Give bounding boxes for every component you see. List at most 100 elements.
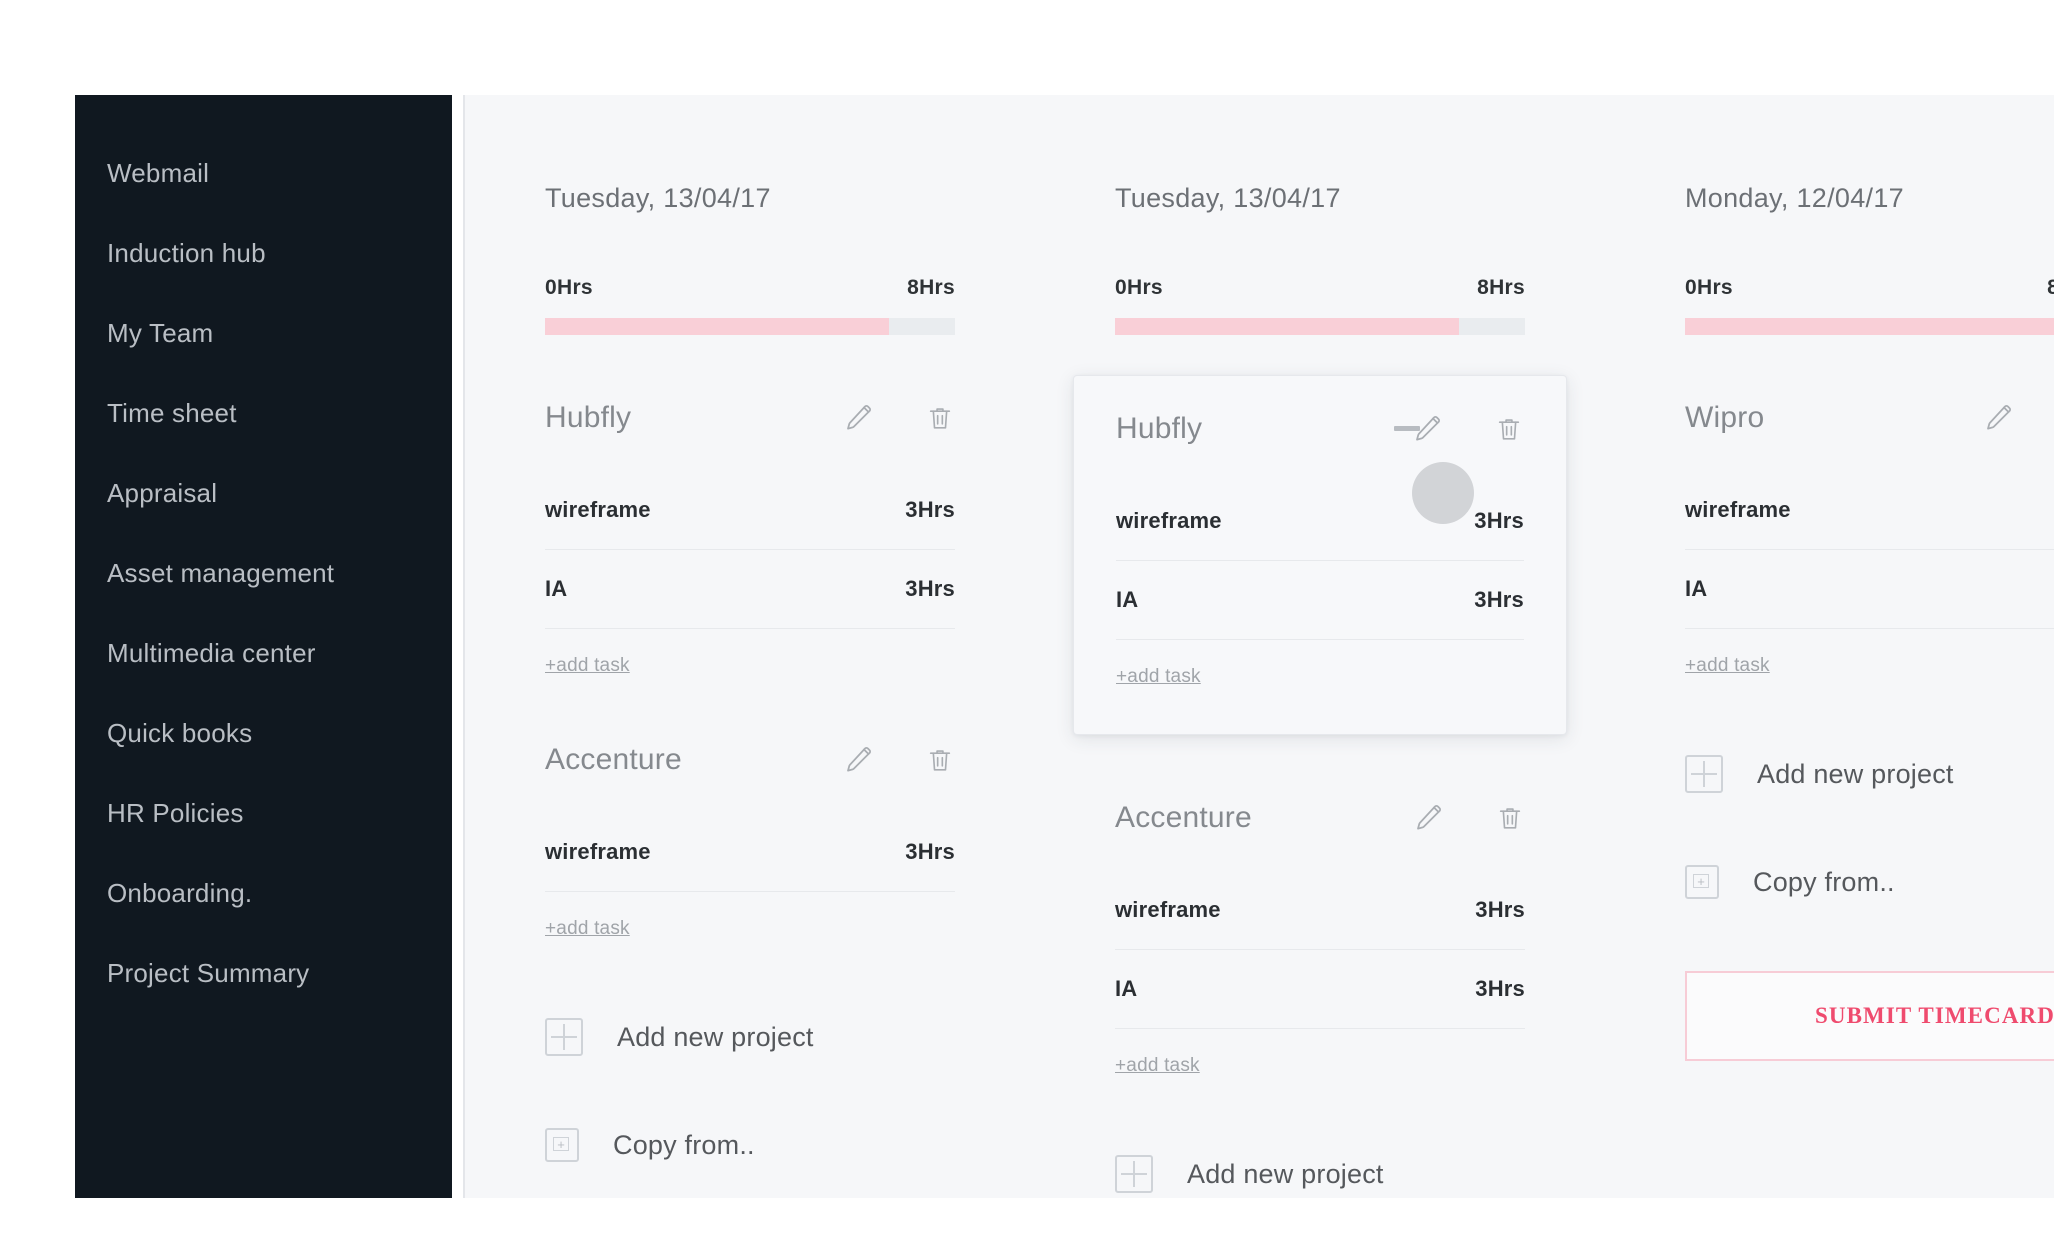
project-name: Hubfly <box>1116 412 1203 445</box>
task-hours: 3Hrs <box>905 839 955 864</box>
task-name: IA <box>545 576 568 601</box>
hours-max-label: 8Hrs <box>907 276 955 299</box>
add-task-link[interactable]: +add task <box>545 918 630 939</box>
task-separator <box>1115 949 1525 950</box>
task-name: IA <box>1685 576 1708 601</box>
sidebar-item-label: Induction hub <box>107 238 266 268</box>
task-separator <box>545 628 955 629</box>
task-row[interactable]: IA 3Hrs <box>545 550 955 628</box>
copy-from-button[interactable]: + Copy from.. <box>1685 865 2054 899</box>
project-header: Hubfly <box>545 401 955 435</box>
project-name: Accenture <box>545 743 682 776</box>
submit-timecard-button[interactable]: SUBMIT TIMECARD <box>1685 971 2054 1061</box>
project-actions <box>843 745 955 775</box>
sidebar-item-time-sheet[interactable]: Time sheet <box>75 373 452 453</box>
sidebar-item-induction-hub[interactable]: Induction hub <box>75 213 452 293</box>
day-date-header: Monday, 12/04/17 <box>1685 183 1904 213</box>
day-column: Tuesday, 13/04/17 0Hrs 8Hrs Hubfly wireframe… <box>465 95 1035 1198</box>
project-card: Accenture wireframe 3Hrs IA 3Hrs +add task <box>1115 801 1525 1077</box>
sidebar-item-webmail[interactable]: Webmail <box>75 133 452 213</box>
delete-trash-icon[interactable] <box>925 403 955 433</box>
add-new-project-label: Add new project <box>1757 758 1954 789</box>
add-new-project-button[interactable]: Add new project <box>1115 1155 1525 1193</box>
edit-pencil-icon[interactable] <box>843 403 873 433</box>
task-name: wireframe <box>545 839 651 864</box>
hours-range-row: 0Hrs 8Hrs <box>1115 276 1525 300</box>
sidebar-item-label: Asset management <box>107 558 335 588</box>
task-hours: 3Hrs <box>905 576 955 601</box>
day-column-inner: Tuesday, 13/04/17 0Hrs 8Hrs Hubfly wireframe… <box>465 183 1035 1162</box>
task-hours: 3Hrs <box>1475 976 1525 1001</box>
cursor-dash-artifact <box>1394 426 1420 431</box>
task-separator <box>1115 1028 1525 1029</box>
hours-progress-bar <box>1685 318 2054 335</box>
edit-pencil-icon[interactable] <box>1413 803 1443 833</box>
project-header: Wipro <box>1685 401 2054 435</box>
task-separator <box>1116 639 1524 640</box>
edit-pencil-icon[interactable] <box>1983 403 2013 433</box>
sidebar-item-my-team[interactable]: My Team <box>75 293 452 373</box>
copy-plus-glyph: + <box>1693 874 1709 888</box>
add-new-project-button[interactable]: Add new project <box>1685 755 2054 793</box>
sidebar-item-label: Project Summary <box>107 958 310 988</box>
add-task-link[interactable]: +add task <box>1685 655 1770 676</box>
sidebar-item-label: Webmail <box>107 158 210 188</box>
task-row[interactable]: wireframe 3Hrs <box>1116 482 1524 560</box>
delete-trash-icon[interactable] <box>1494 414 1524 444</box>
hours-min-label: 0Hrs <box>1685 276 1733 299</box>
sidebar-item-project-summary[interactable]: Project Summary <box>75 933 452 1013</box>
task-name: IA <box>1116 587 1139 612</box>
copy-square-icon: + <box>1685 865 1719 899</box>
sidebar-item-multimedia-center[interactable]: Multimedia center <box>75 613 452 693</box>
day-column-inner: Tuesday, 13/04/17 0Hrs 8Hrs Hubfly wireframe… <box>1035 183 1605 1193</box>
hours-progress-fill <box>545 318 890 335</box>
column-actions: Add new project + Copy from.. SUBMIT TIMECA… <box>1685 755 2054 1061</box>
sidebar-item-label: Onboarding. <box>107 878 253 908</box>
hours-range-row: 0Hrs 8Hrs <box>545 276 955 300</box>
task-separator <box>545 891 955 892</box>
task-row[interactable]: IA 3Hrs <box>1116 561 1524 639</box>
task-row[interactable]: wireframe <box>1685 471 2054 549</box>
task-name: wireframe <box>1116 508 1222 533</box>
project-header: Accenture <box>545 743 955 777</box>
add-new-project-button[interactable]: Add new project <box>545 1018 955 1056</box>
hours-min-label: 0Hrs <box>1115 276 1163 299</box>
sidebar-item-label: My Team <box>107 318 214 348</box>
project-actions <box>1394 414 1524 444</box>
task-row[interactable]: wireframe 3Hrs <box>1115 871 1525 949</box>
sidebar-item-onboarding[interactable]: Onboarding. <box>75 853 452 933</box>
task-name: wireframe <box>1685 497 1791 522</box>
main-panel: Tuesday, 13/04/17 0Hrs 8Hrs Hubfly wireframe… <box>463 95 2054 1198</box>
edit-pencil-icon[interactable] <box>843 745 873 775</box>
sidebar-item-label: HR Policies <box>107 798 244 828</box>
task-row[interactable]: IA 3Hrs <box>1115 950 1525 1028</box>
task-row[interactable]: IA <box>1685 550 2054 628</box>
add-task-link[interactable]: +add task <box>545 655 630 676</box>
delete-trash-icon[interactable] <box>925 745 955 775</box>
sidebar-nav: Webmail Induction hub My Team Time sheet App… <box>75 95 452 1198</box>
project-card: Wipro wireframe IA +add task <box>1685 401 2054 677</box>
task-hours: 3Hrs <box>1474 587 1524 612</box>
task-separator <box>1685 549 2054 550</box>
hours-progress-bar <box>1115 318 1525 335</box>
sidebar-item-asset-management[interactable]: Asset management <box>75 533 452 613</box>
delete-trash-icon[interactable] <box>1495 803 1525 833</box>
project-header: Accenture <box>1115 801 1525 835</box>
add-task-link[interactable]: +add task <box>1116 666 1201 687</box>
add-new-project-label: Add new project <box>617 1021 814 1052</box>
sidebar-item-quick-books[interactable]: Quick books <box>75 693 452 773</box>
task-row[interactable]: wireframe 3Hrs <box>545 813 955 891</box>
edit-pencil-icon[interactable] <box>1412 414 1442 444</box>
copy-from-label: Copy from.. <box>1753 866 1895 897</box>
sidebar-item-hr-policies[interactable]: HR Policies <box>75 773 452 853</box>
sidebar-item-appraisal[interactable]: Appraisal <box>75 453 452 533</box>
task-hours: 3Hrs <box>1474 508 1524 533</box>
project-actions <box>1983 403 2054 433</box>
task-separator <box>1116 560 1524 561</box>
add-task-link[interactable]: +add task <box>1115 1055 1200 1076</box>
sidebar-item-label: Time sheet <box>107 398 237 428</box>
copy-from-button[interactable]: + Copy from.. <box>545 1128 955 1162</box>
copy-square-icon: + <box>545 1128 579 1162</box>
task-row[interactable]: wireframe 3Hrs <box>545 471 955 549</box>
